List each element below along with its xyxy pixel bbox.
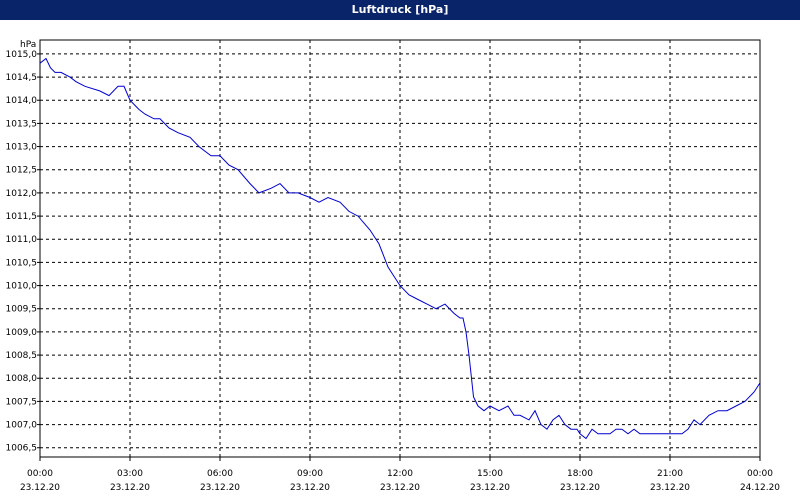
x-tick-date-label: 23.12.20 bbox=[470, 483, 510, 493]
x-axis: 00:00 23.12.20 03:00 23.12.20 06:00 23.12.20 0… bbox=[20, 457, 780, 493]
x-tick-date-label: 23.12.20 bbox=[20, 483, 60, 493]
y-tick-label: 1013,0 bbox=[6, 143, 38, 153]
y-tick-label: 1009,0 bbox=[6, 328, 38, 338]
x-tick-date-label: 23.12.20 bbox=[290, 483, 330, 493]
y-tick-label: 1007,0 bbox=[6, 421, 38, 431]
y-tick-label: 1014,5 bbox=[6, 73, 38, 83]
x-tick-date-label: 23.12.20 bbox=[560, 483, 600, 493]
y-tick-label: 1008,5 bbox=[6, 351, 38, 361]
y-tick-label: 1014,0 bbox=[6, 96, 38, 106]
x-tick-time-label: 15:00 bbox=[477, 469, 503, 479]
y-axis: 1006,5 1007,0 1007,5 1008,0 1008,5 1009,0 1009… bbox=[6, 50, 40, 454]
x-tick-date-label: 24.12.20 bbox=[740, 483, 780, 493]
y-tick-label: 1012,5 bbox=[6, 166, 38, 176]
y-tick-label: 1009,5 bbox=[6, 305, 38, 315]
grid bbox=[40, 40, 760, 457]
y-tick-label: 1010,0 bbox=[6, 282, 38, 292]
x-tick-date-label: 23.12.20 bbox=[650, 483, 690, 493]
y-tick-label: 1011,0 bbox=[6, 235, 38, 245]
x-tick-time-label: 00:00 bbox=[747, 469, 773, 479]
x-tick-time-label: 00:00 bbox=[27, 469, 53, 479]
y-tick-label: 1013,5 bbox=[6, 119, 38, 129]
x-tick-time-label: 03:00 bbox=[117, 469, 143, 479]
x-tick-time-label: 09:00 bbox=[297, 469, 323, 479]
y-tick-label: 1012,0 bbox=[6, 189, 38, 199]
y-axis-label: hPa bbox=[20, 40, 36, 50]
x-tick-time-label: 18:00 bbox=[567, 469, 593, 479]
window-title: Luftdruck [hPa] bbox=[0, 0, 800, 20]
x-tick-time-label: 12:00 bbox=[387, 469, 413, 479]
pressure-chart: 1006,5 1007,0 1007,5 1008,0 1008,5 1009,0 1009… bbox=[6, 39, 780, 493]
y-tick-label: 1007,5 bbox=[6, 397, 38, 407]
x-tick-time-label: 06:00 bbox=[207, 469, 233, 479]
y-tick-label: 1008,0 bbox=[6, 374, 38, 384]
x-tick-date-label: 23.12.20 bbox=[110, 483, 150, 493]
y-tick-label: 1006,5 bbox=[6, 444, 38, 454]
y-tick-label: 1010,5 bbox=[6, 258, 38, 268]
y-tick-label: 1011,5 bbox=[6, 212, 38, 222]
x-tick-time-label: 21:00 bbox=[657, 469, 683, 479]
x-tick-date-label: 23.12.20 bbox=[380, 483, 420, 493]
series-line-pressure bbox=[39, 57, 761, 440]
x-tick-date-label: 23.12.20 bbox=[200, 483, 240, 493]
y-tick-label: 1015,0 bbox=[6, 50, 38, 60]
